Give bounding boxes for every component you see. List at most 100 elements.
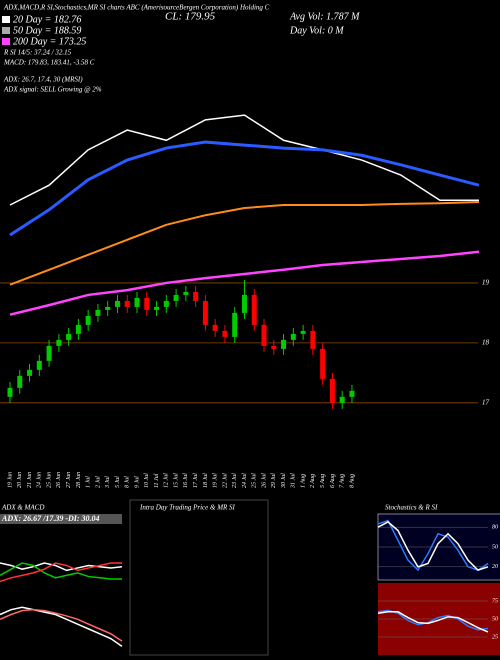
candle-body <box>95 309 101 316</box>
candle-body <box>202 300 208 325</box>
candle-body <box>154 306 160 310</box>
candle-body <box>320 348 326 379</box>
candle-body <box>46 345 52 361</box>
candle-body <box>85 315 91 325</box>
candle-body <box>251 294 257 325</box>
candle-body <box>75 324 81 334</box>
x-tick-label: 8 Jul <box>125 476 131 488</box>
candle-body <box>339 396 345 403</box>
x-tick-label: 2 Jul <box>95 476 101 488</box>
ma-line <box>9 201 479 286</box>
candle-body <box>349 390 355 397</box>
indicator-line <box>377 611 489 633</box>
x-tick-label: 26 Jul <box>261 473 267 488</box>
y-tick-label: 20 <box>492 564 498 570</box>
indicator-line <box>0 608 123 642</box>
candle-body <box>329 378 335 403</box>
legend-text: R SI 14/5: 37.24 / 32.15 <box>3 49 72 57</box>
candle-body <box>281 339 287 349</box>
legend-swatch <box>2 16 10 23</box>
candle-body <box>310 330 316 349</box>
candle-body <box>193 291 199 301</box>
x-tick-label: 3 Jul <box>105 476 111 489</box>
indicator-line <box>0 562 122 580</box>
x-tick-label: 30 Jul <box>281 473 287 489</box>
x-tick-label: 19 Jul <box>213 473 219 488</box>
candle-body <box>124 300 130 307</box>
x-tick-label: 5 Jul <box>115 476 121 488</box>
candle-body <box>134 297 140 307</box>
y-tick-label: 50 <box>492 616 498 622</box>
legend-text: 20 Day = 182.76 <box>13 14 81 25</box>
legend-swatch <box>2 27 10 34</box>
adx-text: ADX: 26.67 /17.39 -DI: 30.04 <box>1 514 100 523</box>
avg-vol: Avg Vol: 1.787 M <box>289 11 360 22</box>
candle-body <box>105 306 111 310</box>
candle-body <box>66 333 72 340</box>
indicator-line <box>0 606 123 648</box>
x-tick-label: 1 Jul <box>86 476 92 488</box>
x-tick-label: 28 Jun <box>76 472 82 488</box>
x-tick-label: 7 Aug <box>340 474 346 488</box>
candle-body <box>212 324 218 331</box>
candle-body <box>300 330 306 334</box>
candle-body <box>173 294 179 301</box>
x-tick-label: 9 Jul <box>134 476 140 488</box>
candle-body <box>241 294 247 313</box>
x-tick-label: 24 Jun <box>36 472 43 488</box>
x-tick-label: 1 Aug <box>300 474 306 488</box>
candle-body <box>261 324 267 346</box>
y-tick-label: 19 <box>482 279 490 287</box>
candle-body <box>232 312 238 337</box>
legend-text: 50 Day = 188.59 <box>13 25 81 36</box>
x-tick-label: 27 Jun <box>66 472 72 488</box>
legend-text: MACD: 179.83, 183.41, -3.58 C <box>3 59 95 67</box>
y-tick-label: 50 <box>492 544 498 550</box>
x-tick-label: 17 Jul <box>193 473 199 488</box>
panel-title: Intra Day Trading Price & MR SI <box>139 504 236 512</box>
x-tick-label: 6 Aug <box>330 474 336 488</box>
indicator-line <box>0 562 123 572</box>
ma-line <box>9 250 480 316</box>
x-tick-label: 25 Jun <box>46 472 52 488</box>
indicator-line <box>0 562 122 583</box>
candle-body <box>183 291 189 295</box>
y-tick-label: 18 <box>482 338 490 346</box>
x-tick-label: 15 Jul <box>173 473 179 488</box>
indicator-line <box>377 519 489 572</box>
x-tick-label: 29 Jul <box>271 473 277 488</box>
x-tick-label: 25 Jul <box>252 473 258 488</box>
candle-body <box>222 330 228 337</box>
x-tick-label: 12 Jul <box>164 473 170 488</box>
x-tick-label: 24 Jul <box>241 473 248 488</box>
indicator-line <box>377 521 489 571</box>
candle-body <box>17 375 23 388</box>
legend-text: ADX signal: SELL Growing @ 2% <box>3 86 102 94</box>
x-tick-label: 2 Aug <box>310 474 316 488</box>
candle-body <box>271 345 277 349</box>
ma-line <box>9 140 480 237</box>
adx-bar <box>0 514 122 524</box>
candle-body <box>56 339 62 346</box>
x-tick-label: 19 Jun <box>7 472 13 488</box>
x-tick-label: 8 Aug <box>349 474 355 488</box>
x-tick-label: 21 Jun <box>27 472 33 488</box>
panel-title: Stochastics & R SI <box>385 504 438 512</box>
x-tick-label: 18 Jul <box>203 473 209 488</box>
candle-body <box>163 300 169 307</box>
candle-body <box>114 300 120 307</box>
candle-body <box>144 297 150 310</box>
x-tick-label: 16 Jul <box>183 473 189 488</box>
panel-title: ADX & MACD <box>1 504 44 512</box>
y-tick-label: 80 <box>492 525 498 531</box>
ma-line <box>9 114 479 206</box>
x-tick-label: 23 Jul <box>232 473 238 488</box>
candle-body <box>290 333 296 340</box>
x-tick-label: 5 Aug <box>320 474 326 488</box>
x-tick-label: 11 Jul <box>154 473 160 488</box>
y-tick-label: 17 <box>482 398 490 406</box>
header: ADX,MACD,R SI,Stochastics,MR SI charts A… <box>3 4 270 12</box>
legend-text: 200 Day = 173.25 <box>13 36 86 47</box>
y-tick-label: 75 <box>492 598 498 604</box>
